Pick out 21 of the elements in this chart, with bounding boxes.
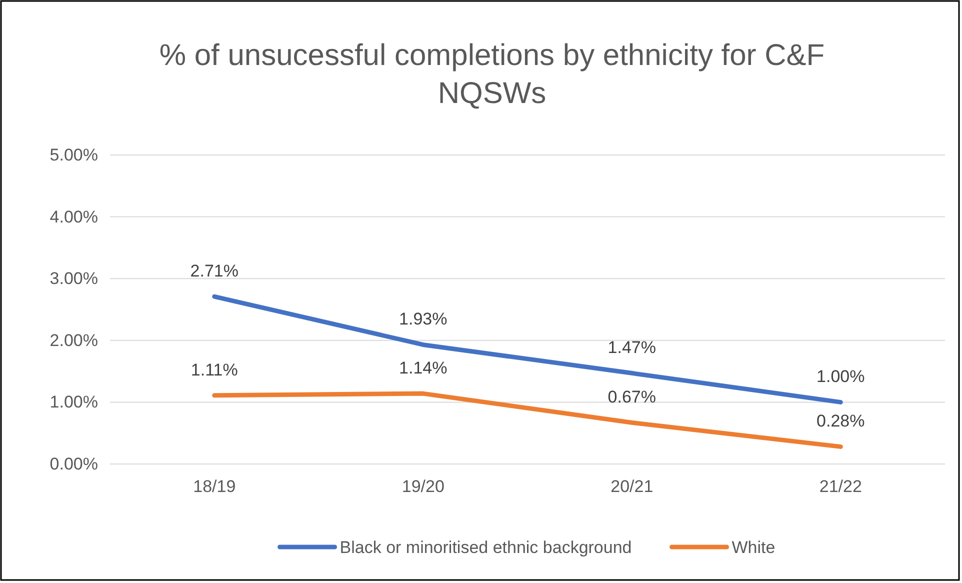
x-tick-label: 20/21 [610,477,654,496]
y-tick-label: 3.00% [50,269,98,288]
legend-label: Black or minoritised ethnic background [340,538,632,557]
y-tick-label: 4.00% [50,207,98,226]
legend-label: White [732,538,776,557]
y-tick-label: 0.00% [50,454,98,474]
x-tick-label: 18/19 [193,477,236,496]
y-tick-label: 2.00% [50,330,98,350]
data-label: 1.14% [399,358,448,378]
data-label: 2.71% [190,262,238,281]
data-label: 1.11% [190,360,238,380]
x-tick-label: 19/20 [402,477,444,496]
data-label: 1.00% [816,367,865,386]
data-label: 0.28% [816,412,865,431]
data-label: 0.67% [608,388,656,407]
data-label: 1.93% [399,310,448,329]
x-tick-label: 21/22 [819,477,862,496]
y-tick-label: 5.00% [50,145,98,164]
data-label: 1.47% [608,338,656,358]
chart-title: % of unsucessful completions by ethnicity for C&F NQSWs [159,39,825,110]
y-tick-label: 1.00% [50,392,98,412]
